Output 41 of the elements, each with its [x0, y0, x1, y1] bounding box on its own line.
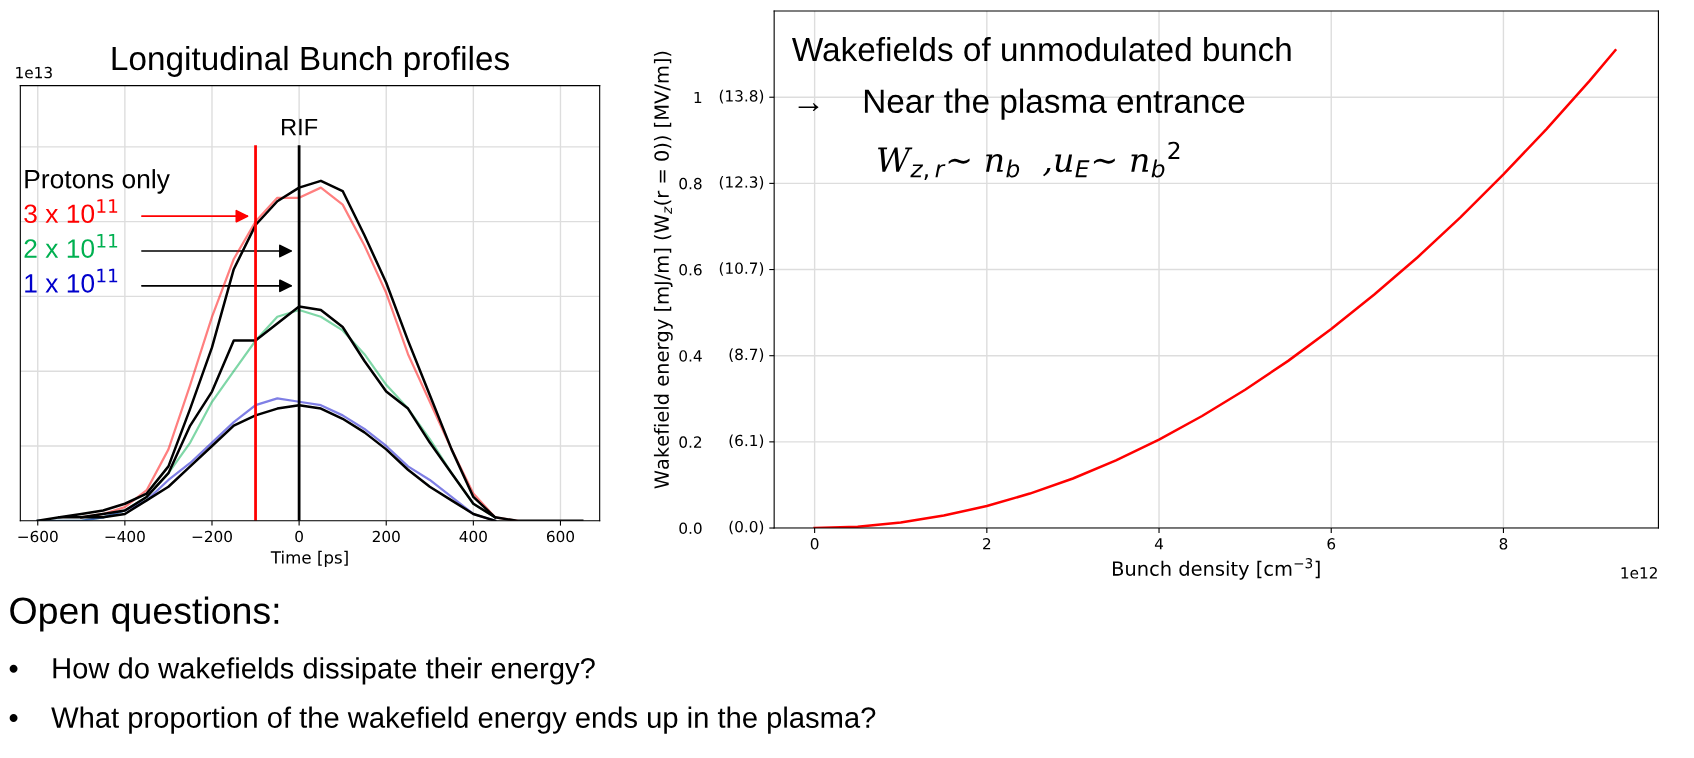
y-tick-label: 0.2	[679, 436, 702, 448]
text: (12.3)	[719, 176, 764, 190]
text: Wakefields of unmodulated bunch	[791, 36, 1291, 62]
y-tick-label: 0.6	[679, 264, 702, 276]
x-tick-label: 600	[546, 530, 575, 543]
y-tick-label: 0.8	[679, 177, 702, 190]
x-tick-label: −200	[192, 530, 232, 543]
x-tick-label: 0	[295, 530, 303, 543]
text: (10.7)	[719, 262, 764, 276]
text: • What proportion of the wakefield energy ends up in the plasma?	[9, 706, 876, 734]
x-tick-label: 0	[810, 538, 819, 550]
y-tick-label: 0.0	[679, 522, 702, 535]
text: Open questions:	[10, 596, 279, 632]
text: • How do wakefields dissipate their energy?	[9, 657, 595, 685]
legend-label: 3 x 10$^{11}$	[24, 199, 118, 224]
text: 1e12	[1621, 567, 1657, 579]
annotation: Protons only	[25, 169, 170, 194]
x-axis-title: Time [ps]	[270, 550, 348, 567]
text: → Near the plasma entrance	[798, 88, 1245, 120]
x-tick-label: −400	[105, 530, 145, 543]
text: 1e13	[16, 66, 52, 79]
ref-line-label: RIF	[282, 118, 318, 136]
x-tick-label: 200	[372, 530, 400, 543]
text: 1 x 10$^{11}$	[25, 268, 118, 293]
x-tick-label: 8	[1499, 538, 1508, 550]
text: 2 x 10$^{11}$	[24, 234, 118, 258]
y-tick-label: 1	[694, 91, 702, 104]
x-tick-label: 2	[983, 538, 991, 550]
x-tick-label: 6	[1327, 538, 1336, 550]
text: (6.1)	[729, 434, 764, 449]
y-tick-label: 0.4	[679, 350, 702, 362]
text: (8.7)	[729, 348, 764, 362]
text: (13.8)	[719, 89, 764, 104]
x-tick-label: 400	[459, 530, 487, 543]
chart-title: Longitudinal Bunch profiles	[112, 45, 509, 77]
text: (0.0)	[729, 520, 764, 535]
x-axis-title: Bunch density [cm$^{−3}$]	[1113, 558, 1320, 580]
text: W$_{z,r}$∼ n$_{b}$ ,u$_{E}$∼ n$_{b}$$^{2}$	[878, 141, 1180, 180]
x-tick-label: 4	[1154, 538, 1164, 550]
x-tick-label: −600	[18, 530, 58, 543]
y-axis-title: Wakefield energy [mJ/m] (W$_{z}$(r = 0)) [MV/m])	[653, 51, 673, 489]
